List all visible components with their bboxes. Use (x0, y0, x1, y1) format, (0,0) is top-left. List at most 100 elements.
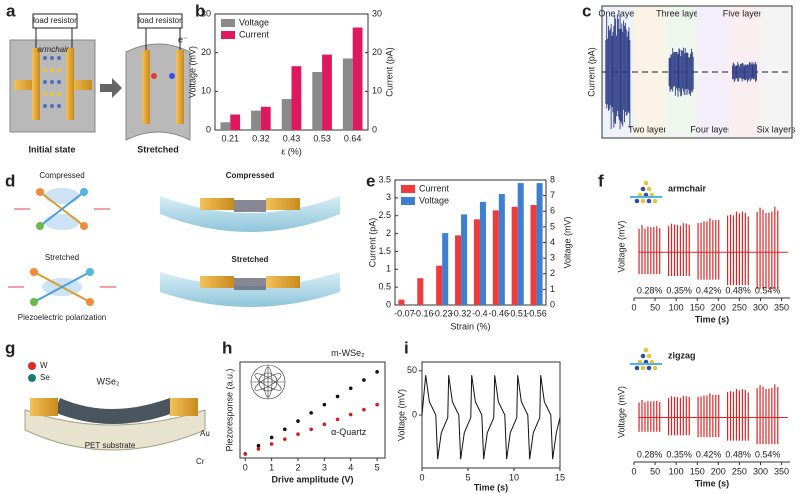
charge (169, 73, 175, 79)
x-tick-label: 250 (732, 302, 747, 312)
group-label: Two layers (628, 124, 672, 134)
lattice-icon (646, 186, 652, 192)
x-tick-label: 200 (711, 302, 726, 312)
label: Stretched (45, 253, 79, 262)
x-tick-label: 10 (509, 472, 519, 482)
x-tick-label: 150 (690, 466, 705, 476)
electrode (14, 80, 36, 90)
charge (151, 73, 157, 79)
chart-label: zigzag (668, 350, 696, 360)
y2-tick-label: 2 (550, 268, 555, 278)
legend-dot (28, 362, 36, 370)
strain-label: 0.54% (755, 286, 781, 296)
lattice-icon (652, 198, 658, 204)
electrode (200, 198, 234, 210)
legend-swatch (401, 197, 415, 205)
group-label: Three layers (656, 8, 707, 18)
series-label: α-Quartz (331, 427, 367, 437)
point (283, 427, 287, 432)
x-tick-label: 0.53 (313, 133, 331, 143)
x-tick-label: 0.64 (344, 133, 362, 143)
bar (436, 265, 443, 305)
legend-label: Current (239, 29, 270, 39)
point (335, 417, 340, 422)
x-axis-title: ε (%) (281, 146, 302, 156)
x-tick-label: 15 (555, 472, 565, 482)
x-tick-label: -0.32 (451, 308, 472, 318)
x-tick-label: 5 (465, 472, 470, 482)
strain-label: 0.35% (666, 450, 692, 460)
flake (234, 200, 266, 212)
lattice-icon (646, 353, 652, 359)
resistor (137, 13, 183, 29)
panel-letter: b (195, 1, 205, 20)
bar (492, 210, 499, 305)
x-tick-label: 250 (732, 466, 747, 476)
electrode (142, 50, 150, 124)
label: Au (200, 429, 210, 438)
label: Piezoelectric polarization (18, 313, 107, 322)
y-tick-label: 3.5 (378, 174, 391, 184)
axis-title: Current (pA) (384, 47, 394, 97)
bar (398, 299, 405, 305)
bar (220, 122, 231, 130)
x-tick-label: 5 (375, 462, 380, 472)
flake (54, 398, 176, 424)
axis-title: Current (pA) (586, 47, 596, 97)
label: Stretched (232, 255, 269, 264)
bar (530, 205, 537, 305)
electrode (66, 48, 74, 120)
y-tick-label: 10 (201, 86, 211, 96)
label: armchair (37, 45, 68, 54)
label: WSe₂ (97, 376, 121, 386)
point (335, 394, 340, 399)
substrate (24, 409, 206, 451)
y-tick-label: 30 (201, 8, 211, 18)
point (309, 427, 313, 432)
lattice-icon (652, 365, 658, 371)
x-tick-label: 0 (243, 462, 248, 472)
point (362, 407, 366, 412)
point (256, 447, 261, 451)
legend-dot (28, 374, 36, 382)
group-label: Six layers (757, 124, 797, 134)
series-label: m-WSe₂ (331, 348, 365, 358)
x-tick-label: -0.56 (526, 308, 547, 318)
bar (417, 278, 424, 305)
group-label: Four layers (690, 124, 736, 134)
label: Compressed (39, 171, 84, 180)
schematic-g: W Se WSe₂ PET substrate Au Cr (24, 361, 210, 466)
schematic-a: load resistor armchair Initial state loa… (9, 13, 191, 154)
panel-letter: d (5, 171, 15, 190)
strain-label: 0.42% (696, 286, 722, 296)
strain-label: 0.28% (637, 450, 663, 460)
bar (479, 201, 486, 305)
x-tick-label: 300 (753, 302, 768, 312)
electrode (32, 48, 40, 120)
x-tick-label: 300 (753, 466, 768, 476)
x-tick-label: 0.43 (283, 133, 301, 143)
point (283, 437, 287, 441)
x-tick-label: 0.32 (252, 133, 270, 143)
bar (312, 72, 323, 130)
axis-title: Piezoresponse (a.u.) (224, 368, 234, 451)
point (243, 452, 248, 456)
y-tick-label: 2 (386, 228, 391, 238)
y-tick-label: 50 (407, 365, 417, 375)
x-tick-label: -0.16 (413, 308, 434, 318)
x-tick-label: -0.07 (394, 308, 415, 318)
x-axis-title: Strain (%) (450, 321, 490, 331)
y2-tick-label: 0 (372, 124, 377, 134)
electrode (170, 398, 198, 416)
point (375, 370, 379, 374)
panel-letter: h (222, 338, 232, 357)
y-tick-label: 2.5 (378, 210, 391, 220)
label: Cr (196, 457, 205, 466)
x-tick-label: -0.46 (489, 308, 510, 318)
electrode (200, 276, 234, 288)
group-label: Five layers (723, 8, 767, 18)
x-tick-label: 1 (269, 462, 274, 472)
bar (473, 219, 480, 305)
x-tick-label: 350 (774, 302, 789, 312)
y2-tick-label: 1 (550, 284, 555, 294)
